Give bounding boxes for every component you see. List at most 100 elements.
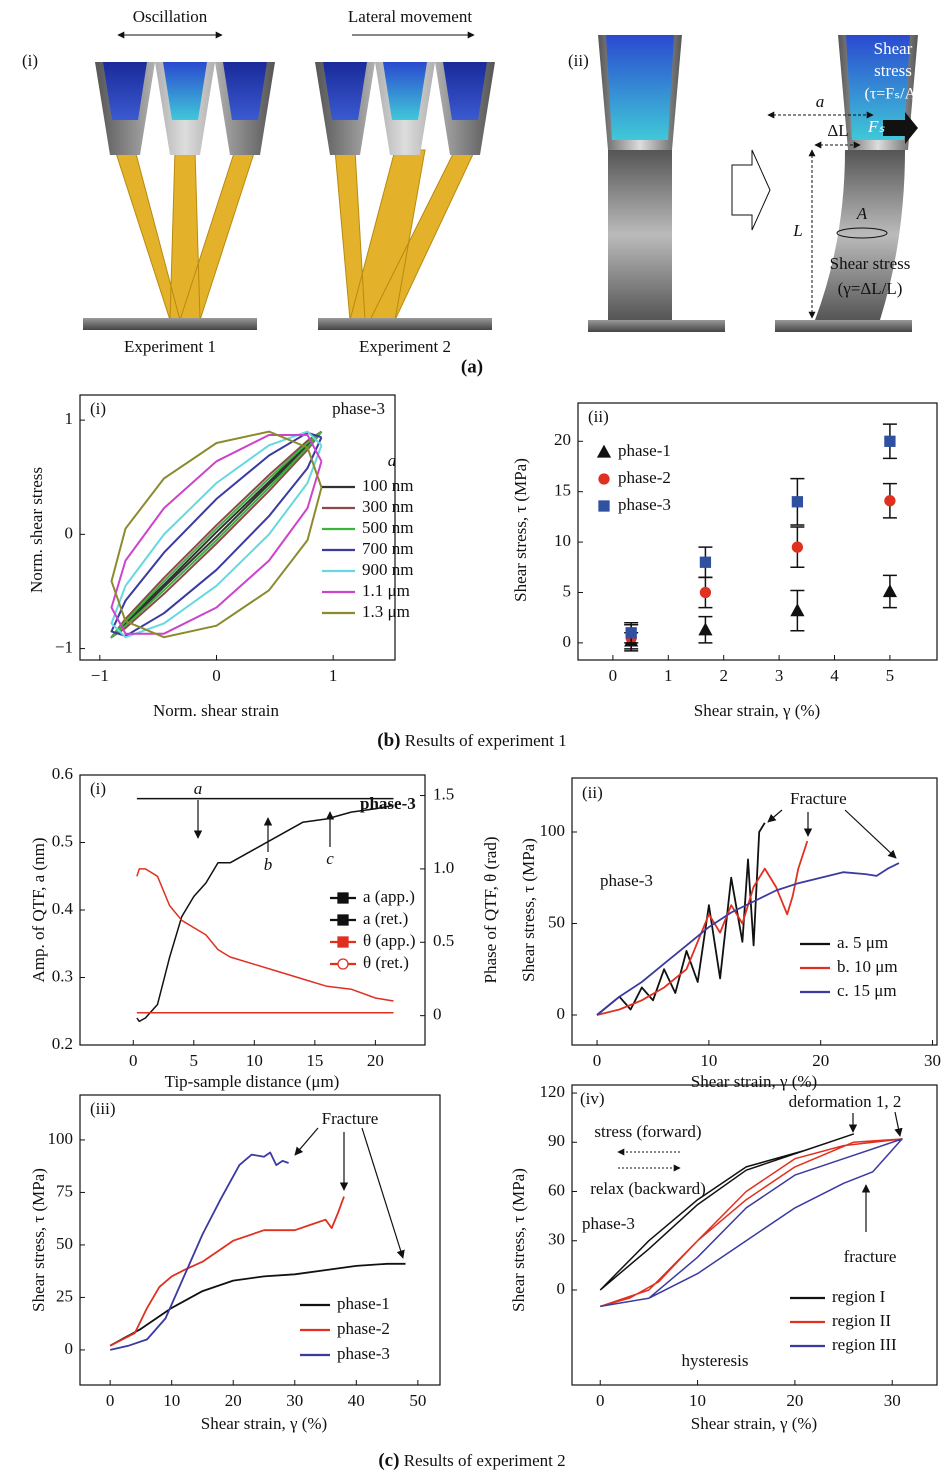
y-tick-label: 30 <box>548 1230 565 1249</box>
x-tick-label: 5 <box>886 666 895 685</box>
legend-label: phase-2 <box>337 1319 390 1338</box>
x-tick-label: 20 <box>812 1051 829 1070</box>
annotation: Fracture <box>790 789 847 808</box>
y-tick-label: 60 <box>548 1180 565 1199</box>
legend-label: phase-1 <box>337 1294 390 1313</box>
legend-label: phase-3 <box>337 1344 390 1363</box>
annotation: hysteresis <box>681 1351 748 1370</box>
x-axis-label: Norm. shear strain <box>153 701 280 720</box>
annotation: Fracture <box>322 1109 379 1128</box>
legend-label: θ (app.) <box>363 931 416 950</box>
legend-label: a (ret.) <box>363 909 408 928</box>
marker <box>598 473 610 485</box>
data-line <box>596 822 766 1016</box>
annotation: phase-3 <box>332 399 385 418</box>
data-line <box>136 804 394 1023</box>
y-tick-label: 120 <box>540 1082 566 1101</box>
data-line <box>599 1133 855 1291</box>
y-axis-label: Norm. shear stress <box>27 467 46 593</box>
y-tick-label: 0.6 <box>52 764 73 783</box>
chart: 0 10 20 30 0 50 100 Shear strain, γ (%) Shear st… <box>519 777 941 1091</box>
x-tick-label: 20 <box>225 1391 242 1410</box>
x-tick-label: −1 <box>91 666 109 685</box>
y-tick-label: 50 <box>56 1234 73 1253</box>
y-tick-label: 0.3 <box>52 966 73 985</box>
data-line <box>110 430 323 639</box>
y-tick-label: 90 <box>548 1131 565 1150</box>
label: Shear <box>874 39 913 58</box>
plot-frame <box>571 777 938 1046</box>
y-tick-label: 0.5 <box>52 831 73 850</box>
marker <box>337 958 349 970</box>
x-axis-label: Shear strain, γ (%) <box>694 701 820 720</box>
x-tick-label: 10 <box>689 1391 706 1410</box>
x-axis-label: Shear strain, γ (%) <box>691 1414 817 1433</box>
data-line <box>596 862 900 1016</box>
y-tick-label: 25 <box>56 1286 73 1305</box>
legend-label: region I <box>832 1287 886 1306</box>
caption-text: Results of experiment 2 <box>399 1451 565 1470</box>
panel-label: (ii) <box>582 783 603 802</box>
plot-frame <box>571 1084 938 1386</box>
experiment-1-drawing <box>83 62 275 330</box>
label: a <box>816 92 825 111</box>
x-tick-label: 0 <box>593 1051 602 1070</box>
y-axis-label: Amp. of QTF, a (nm) <box>29 837 48 982</box>
caption: (b) Results of experiment 1 <box>377 730 566 751</box>
marker <box>791 496 804 508</box>
y-tick-label: 15 <box>554 481 571 500</box>
panel-a: Oscillation Lateral movement (i) Experim… <box>22 7 921 377</box>
x-tick-label: 1 <box>664 666 673 685</box>
legend-label: region II <box>832 1311 891 1330</box>
legend-label: a (app.) <box>363 887 415 906</box>
y2-tick-label: 0 <box>433 1005 442 1024</box>
x-tick-label: 2 <box>719 666 728 685</box>
annotation-arrow <box>894 1111 903 1137</box>
legend-label: 500 nm <box>362 518 413 537</box>
y2-axis-label: Phase of QTF, θ (rad) <box>481 837 500 984</box>
marker <box>884 435 896 447</box>
x-tick-label: 30 <box>286 1391 303 1410</box>
annotation: deformation 1, 2 <box>789 1092 902 1111</box>
marker <box>698 622 713 636</box>
marker <box>625 627 637 639</box>
x-axis-label: Shear strain, γ (%) <box>691 1072 817 1091</box>
marker <box>596 444 612 458</box>
plot-frame <box>577 402 938 661</box>
x-axis-label: Tip-sample distance (μm) <box>165 1072 340 1091</box>
label: Experiment 1 <box>124 337 216 356</box>
x-tick-label: 10 <box>246 1051 263 1070</box>
marker <box>598 500 610 512</box>
y-tick-label: 1 <box>65 409 74 428</box>
annotation-arrow <box>361 1127 405 1259</box>
chart: 0 1 2 3 4 5 0 5 10 15 20 Shear strain, γ (%) Shear s… <box>511 402 938 720</box>
y-tick-label: 100 <box>48 1129 74 1148</box>
annotation-arrow <box>294 1127 319 1156</box>
caption-label: (c) <box>378 1450 399 1471</box>
panel-label: (iii) <box>90 1099 116 1118</box>
legend-label: 100 nm <box>362 476 413 495</box>
x-tick-label: 3 <box>775 666 784 685</box>
x-tick-label: 0 <box>129 1051 138 1070</box>
legend-label: phase-2 <box>618 468 671 487</box>
label: Lateral movement <box>348 7 472 26</box>
y-tick-label: 0 <box>557 1004 566 1023</box>
x-tick-label: 0 <box>212 666 221 685</box>
panel-label: (iv) <box>580 1089 605 1108</box>
marker <box>884 495 896 507</box>
data-line <box>136 868 394 1002</box>
data-line <box>110 434 323 635</box>
marker <box>699 586 712 599</box>
plot-frame <box>79 1094 441 1386</box>
x-tick-label: 10 <box>163 1391 180 1410</box>
annotation: a <box>194 779 203 798</box>
x-tick-label: 20 <box>786 1391 803 1410</box>
x-tick-label: 0 <box>609 666 618 685</box>
y-tick-label: 50 <box>548 912 565 931</box>
y-axis-label: Shear stress, τ (MPa) <box>511 458 530 602</box>
y2-tick-label: 0.5 <box>433 931 454 950</box>
y-axis-label: Shear stress, τ (MPa) <box>519 838 538 982</box>
annotation: c <box>326 849 334 868</box>
shear-model-drawing <box>588 35 918 332</box>
legend-label: 300 nm <box>362 497 413 516</box>
